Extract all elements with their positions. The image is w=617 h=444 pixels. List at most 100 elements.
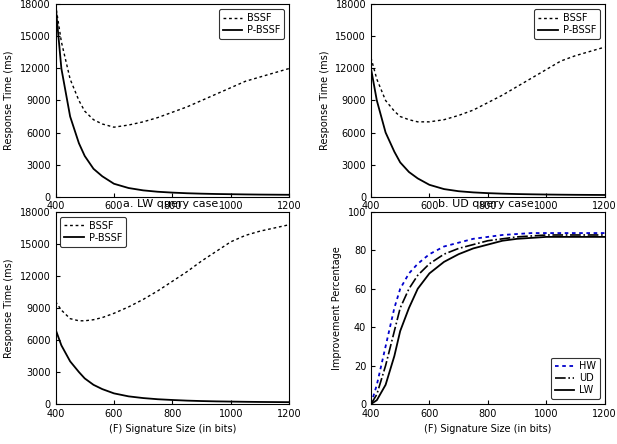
- BSSF: [271, 70, 278, 75]
- BSSF: [52, 2, 59, 7]
- P-BSSF: [227, 399, 234, 404]
- BSSF: [470, 107, 477, 113]
- LW: [572, 234, 579, 240]
- P-BSSF: [382, 130, 389, 135]
- Legend: HW, UD, LW: HW, UD, LW: [551, 357, 600, 399]
- P-BSSF: [528, 192, 536, 197]
- P-BSSF: [367, 66, 375, 71]
- P-BSSF: [513, 191, 521, 197]
- BSSF: [52, 299, 59, 304]
- BSSF: [557, 58, 565, 63]
- BSSF: [382, 98, 389, 103]
- HW: [397, 286, 404, 291]
- HW: [586, 230, 594, 236]
- P-BSSF: [256, 399, 263, 404]
- BSSF: [286, 222, 293, 227]
- HW: [373, 382, 381, 388]
- BSSF: [125, 123, 132, 128]
- BSSF: [499, 92, 506, 98]
- LW: [367, 401, 375, 407]
- P-BSSF: [271, 400, 278, 405]
- P-BSSF: [557, 192, 565, 197]
- HW: [367, 401, 375, 407]
- P-BSSF: [110, 391, 118, 396]
- BSSF: [125, 304, 132, 309]
- LW: [586, 234, 594, 240]
- BSSF: [90, 117, 97, 123]
- UD: [397, 305, 404, 311]
- BSSF: [256, 74, 263, 79]
- BSSF: [528, 75, 536, 81]
- BSSF: [513, 84, 521, 89]
- P-BSSF: [125, 394, 132, 399]
- P-BSSF: [484, 190, 492, 196]
- BSSF: [154, 115, 162, 120]
- BSSF: [90, 317, 97, 322]
- UD: [557, 232, 565, 238]
- BSSF: [414, 119, 421, 124]
- P-BSSF: [499, 191, 506, 196]
- P-BSSF: [57, 66, 65, 71]
- P-BSSF: [139, 396, 147, 401]
- LW: [499, 238, 506, 243]
- Line: P-BSSF: P-BSSF: [371, 68, 605, 195]
- Line: BSSF: BSSF: [56, 4, 289, 127]
- BSSF: [367, 55, 375, 60]
- UD: [513, 234, 521, 240]
- Line: BSSF: BSSF: [56, 225, 289, 321]
- LW: [542, 234, 550, 240]
- BSSF: [212, 249, 220, 254]
- LW: [382, 382, 389, 388]
- BSSF: [75, 318, 83, 323]
- BSSF: [227, 85, 234, 91]
- LW: [601, 234, 608, 240]
- P-BSSF: [242, 192, 249, 197]
- Legend: BSSF, P-BSSF: BSSF, P-BSSF: [219, 9, 284, 39]
- P-BSSF: [168, 397, 176, 403]
- BSSF: [601, 44, 608, 50]
- BSSF: [373, 76, 381, 82]
- P-BSSF: [168, 190, 176, 195]
- BSSF: [57, 39, 65, 44]
- UD: [367, 401, 375, 407]
- X-axis label: (F) Signature Size (in bits): (F) Signature Size (in bits): [109, 424, 236, 435]
- UD: [382, 363, 389, 368]
- BSSF: [99, 315, 106, 320]
- P-BSSF: [397, 160, 404, 165]
- BSSF: [67, 76, 74, 82]
- P-BSSF: [414, 176, 421, 181]
- HW: [441, 244, 448, 249]
- BSSF: [242, 79, 249, 84]
- P-BSSF: [242, 399, 249, 404]
- BSSF: [57, 307, 65, 313]
- HW: [382, 344, 389, 349]
- BSSF: [455, 113, 462, 118]
- BSSF: [168, 279, 176, 284]
- HW: [499, 232, 506, 238]
- BSSF: [99, 121, 106, 127]
- LW: [373, 397, 381, 403]
- P-BSSF: [90, 166, 97, 171]
- UD: [572, 232, 579, 238]
- P-BSSF: [75, 140, 83, 146]
- P-BSSF: [373, 98, 381, 103]
- P-BSSF: [99, 386, 106, 392]
- Line: HW: HW: [371, 233, 605, 404]
- BSSF: [286, 66, 293, 71]
- UD: [426, 261, 433, 266]
- UD: [441, 251, 448, 257]
- P-BSSF: [67, 114, 74, 119]
- BSSF: [256, 229, 263, 234]
- P-BSSF: [81, 153, 88, 159]
- P-BSSF: [227, 191, 234, 197]
- BSSF: [75, 98, 83, 103]
- HW: [391, 305, 398, 311]
- P-BSSF: [441, 186, 448, 192]
- UD: [470, 242, 477, 247]
- BSSF: [397, 114, 404, 119]
- UD: [405, 286, 413, 291]
- Y-axis label: Response Time (ms): Response Time (ms): [320, 51, 330, 150]
- BSSF: [110, 311, 118, 316]
- HW: [572, 230, 579, 236]
- P-BSSF: [198, 191, 205, 196]
